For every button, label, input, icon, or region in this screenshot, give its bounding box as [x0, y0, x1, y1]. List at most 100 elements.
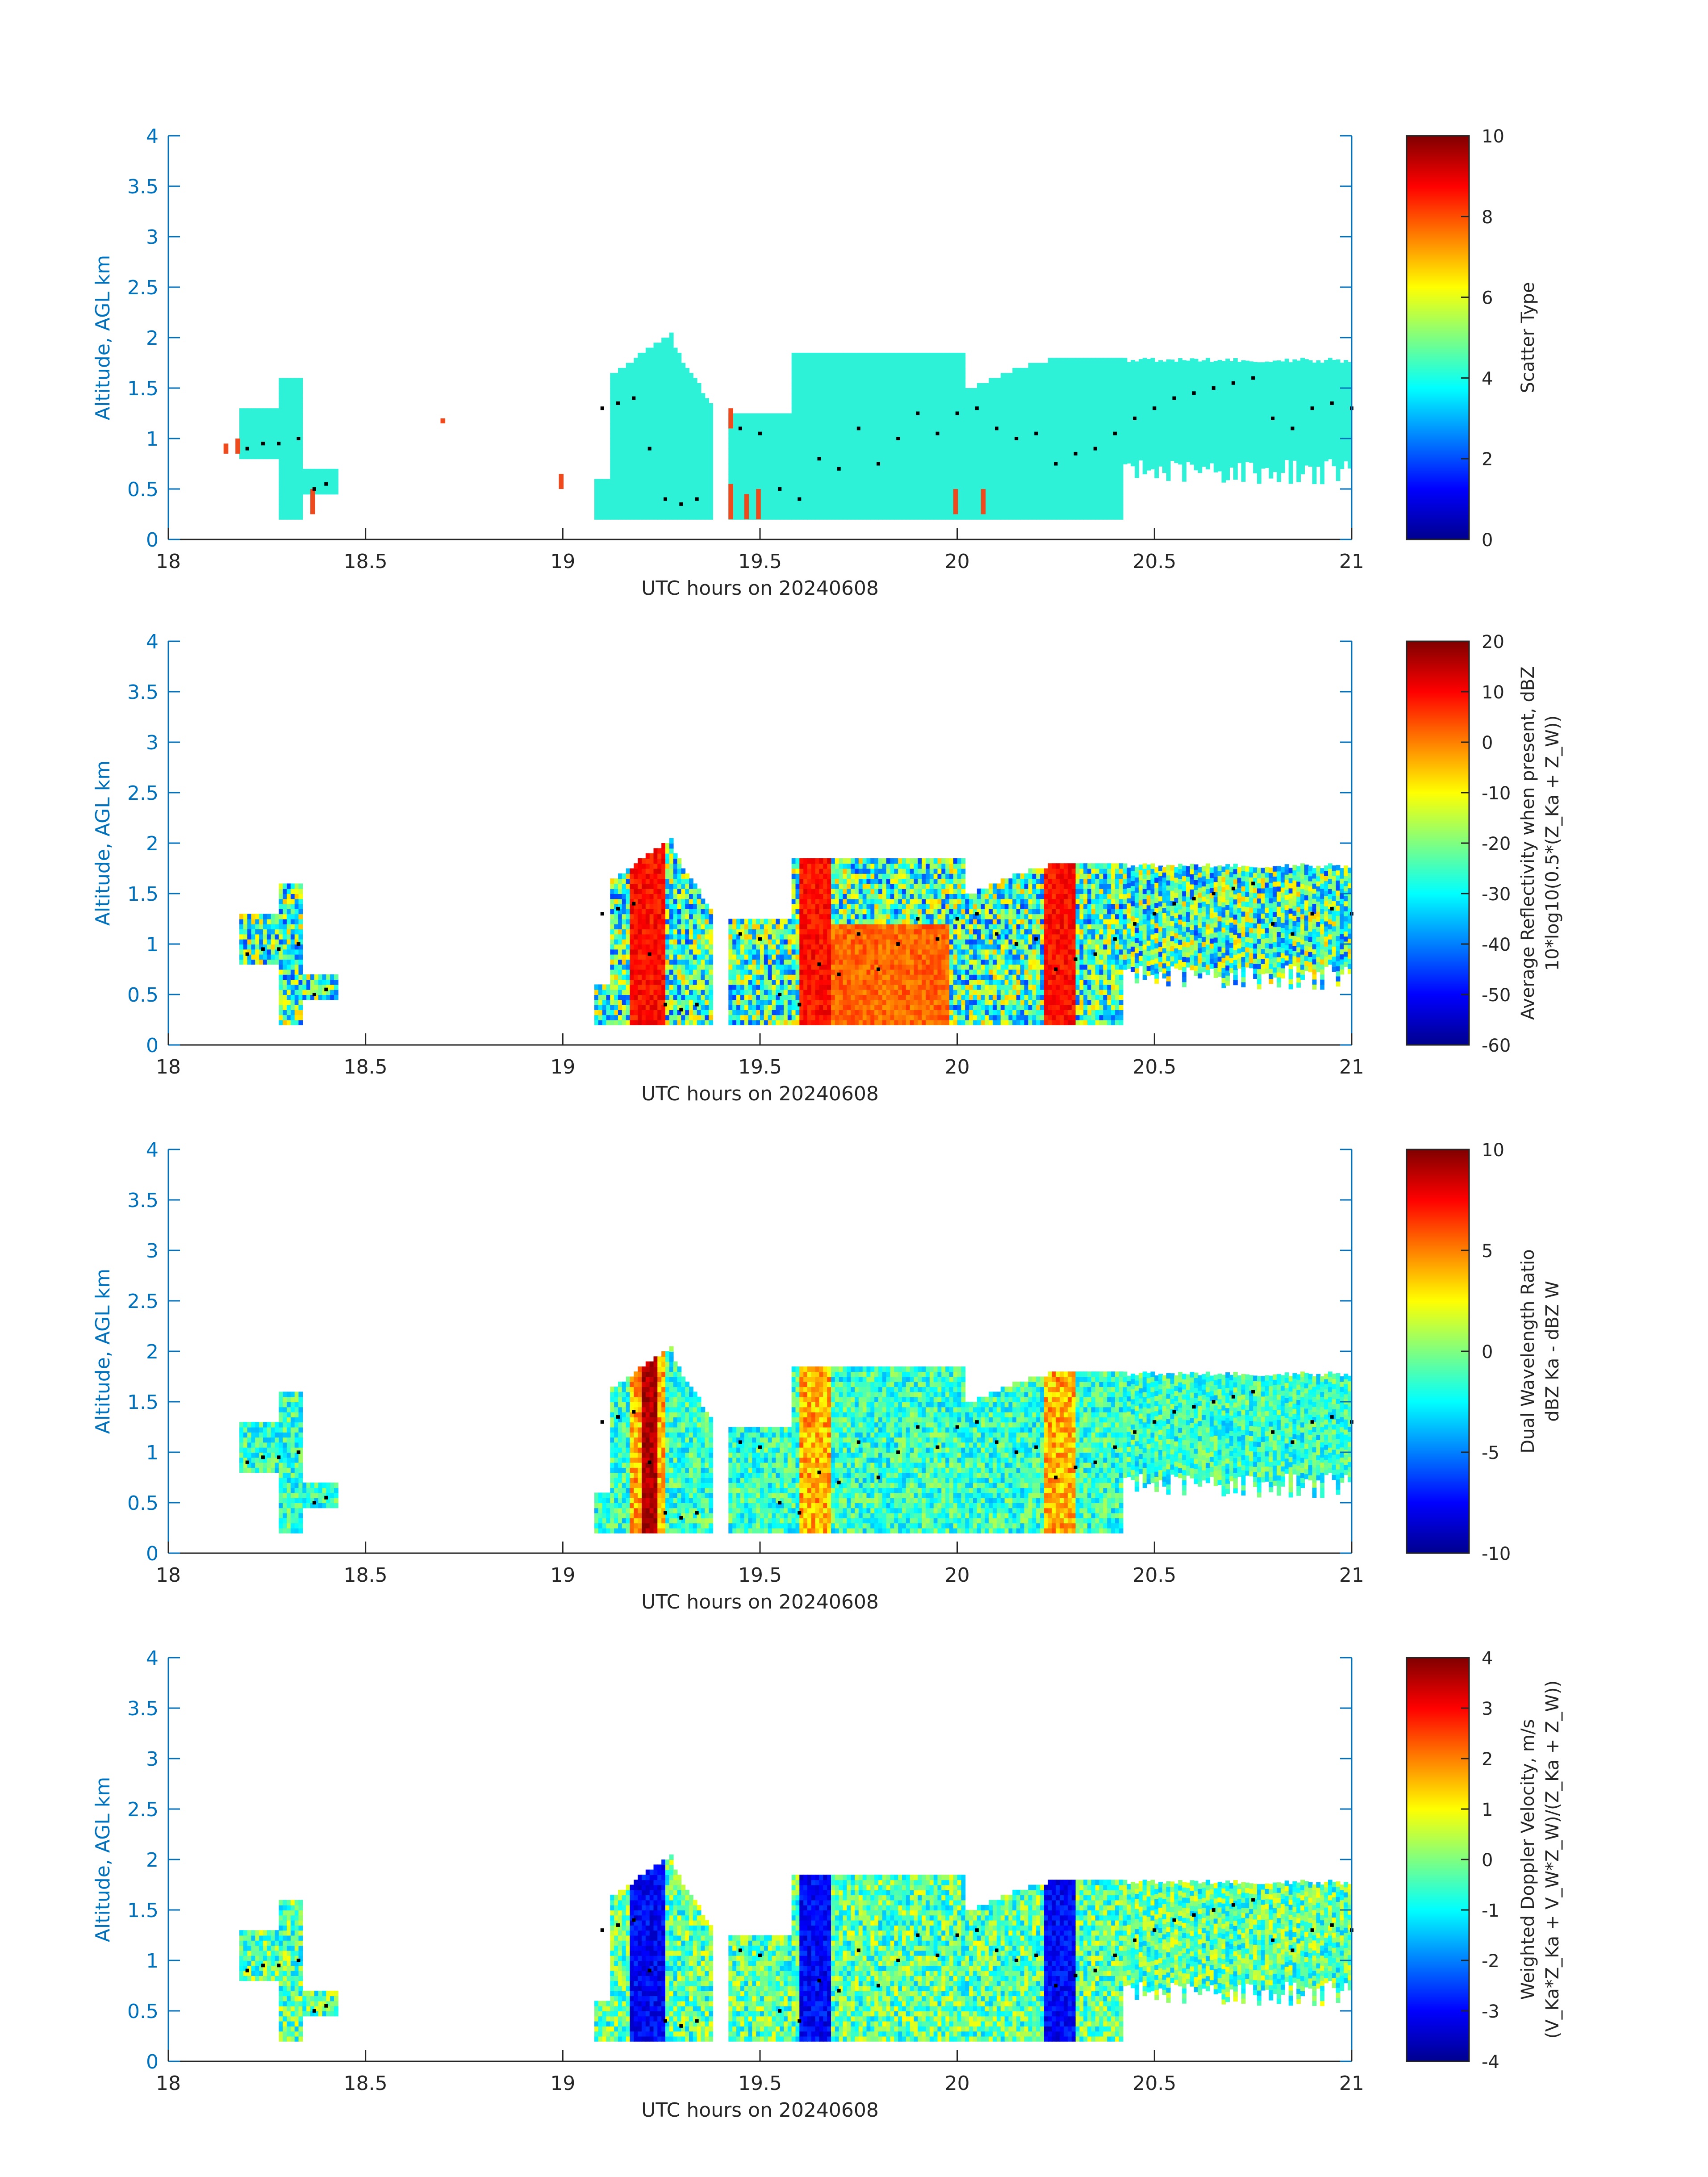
heatmap-cell [748, 479, 753, 484]
heatmap-cell [654, 393, 658, 398]
heatmap-cell [650, 423, 654, 429]
heatmap-cell [799, 378, 804, 383]
heatmap-cell [283, 504, 287, 510]
heatmap-cell [614, 499, 618, 505]
heatmap-cell [792, 428, 796, 434]
heatmap-cell [618, 408, 622, 414]
heatmap-cell [673, 418, 678, 424]
heatmap-cell [728, 459, 733, 464]
heatmap-cell [685, 398, 689, 404]
heatmap-cell [239, 414, 244, 419]
heatmap-cell [275, 428, 280, 434]
heatmap-cell [661, 378, 666, 383]
heatmap-cell [622, 454, 626, 459]
heatmap-cell [665, 469, 670, 474]
heatmap-cell [736, 434, 741, 439]
heatmap-cell [665, 479, 670, 484]
heatmap-cell [803, 418, 808, 424]
heatmap-cell [792, 383, 796, 389]
heatmap-cell [740, 499, 745, 505]
heatmap-cell [287, 388, 291, 393]
heatmap-cell [330, 484, 334, 489]
heatmap-cell [740, 414, 745, 419]
heatmap-cell [697, 383, 702, 389]
heatmap-cell [638, 414, 642, 419]
heatmap-cell [299, 449, 303, 454]
heatmap-cell [788, 509, 792, 514]
heatmap-cell [807, 368, 812, 373]
heatmap-cell [776, 423, 780, 429]
heatmap-cell [665, 428, 670, 434]
heatmap-cell [661, 398, 666, 404]
heatmap-cell [740, 514, 745, 520]
heatmap-cell [705, 459, 709, 464]
heatmap-cell [665, 439, 670, 444]
heatmap-cell [803, 414, 808, 419]
heatmap-cell [736, 484, 741, 489]
heatmap-cell [259, 423, 263, 429]
heatmap-cell [788, 514, 792, 520]
heatmap-cell [784, 443, 788, 449]
heatmap-cell [646, 434, 650, 439]
heatmap-cell [661, 428, 666, 434]
heatmap-cell [736, 414, 741, 419]
heatmap-cell [618, 479, 622, 484]
heatmap-cell [654, 353, 658, 358]
heatmap-cell [681, 494, 685, 499]
heatmap-cell [780, 469, 784, 474]
heatmap-cell [654, 459, 658, 464]
heatmap-cell [642, 428, 646, 434]
heatmap-cell [685, 484, 689, 489]
heatmap-cell [689, 393, 693, 398]
heatmap-cell [807, 499, 812, 505]
heatmap-cell [634, 454, 638, 459]
heatmap-cell [650, 408, 654, 414]
heatmap-cell [657, 428, 662, 434]
heatmap-cell [796, 434, 800, 439]
heatmap-cell [657, 423, 662, 429]
heatmap-cell [693, 474, 697, 479]
heatmap-cell [669, 403, 674, 409]
heatmap-cell [610, 383, 614, 389]
heatmap-cell [239, 428, 244, 434]
heatmap-cell [740, 484, 745, 489]
heatmap-cell [255, 439, 259, 444]
heatmap-cell [287, 423, 291, 429]
heatmap-cell [669, 454, 674, 459]
heatmap-cell [685, 479, 689, 484]
heatmap-cell [799, 474, 804, 479]
heatmap-cell [776, 414, 780, 419]
heatmap-cell [642, 373, 646, 378]
heatmap-cell [799, 504, 804, 510]
heatmap-cell [291, 469, 295, 474]
heatmap-cell [622, 479, 626, 484]
heatmap-cell [654, 378, 658, 383]
heatmap-cell [287, 378, 291, 383]
heatmap-cell [283, 454, 287, 459]
heatmap-cell [626, 449, 631, 454]
heatmap-cell [295, 408, 299, 414]
heatmap-cell [283, 514, 287, 520]
heatmap-cell [693, 408, 697, 414]
heatmap-cell [772, 464, 777, 469]
heatmap-cell [709, 484, 713, 489]
heatmap-cell [792, 388, 796, 393]
heatmap-cell [748, 434, 753, 439]
heatmap-cell [792, 418, 796, 424]
heatmap-cell [239, 408, 244, 414]
heatmap-cell [677, 388, 682, 393]
heatmap-cell [291, 393, 295, 398]
heatmap-cell [610, 373, 614, 378]
heatmap-cell [259, 434, 263, 439]
heatmap-cell [705, 479, 709, 484]
heatmap-cell [665, 393, 670, 398]
heatmap-cell [681, 484, 685, 489]
heatmap-cell [697, 428, 702, 434]
heatmap-cell [792, 469, 796, 474]
heatmap-cell [646, 474, 650, 479]
heatmap-cell [626, 428, 631, 434]
heatmap-cell [283, 484, 287, 489]
heatmap-cell [657, 353, 662, 358]
heatmap-cell [634, 434, 638, 439]
heatmap-cell [681, 469, 685, 474]
